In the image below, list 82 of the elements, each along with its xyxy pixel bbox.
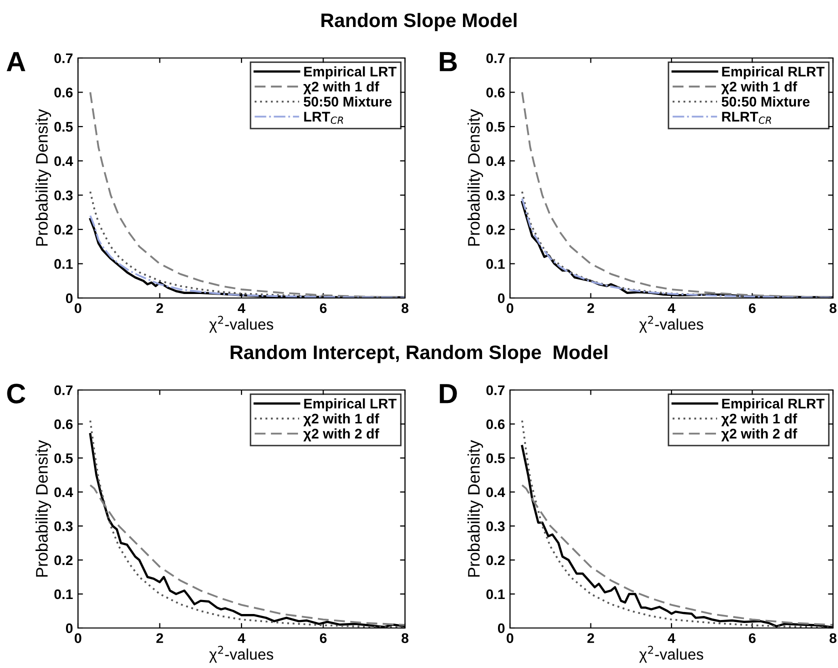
legend-label: RLRT$_{CR}$ bbox=[722, 112, 772, 124]
legend-label: χ2 with 1 df bbox=[303, 81, 380, 94]
line-series bbox=[521, 484, 833, 626]
y-tick-label: 0.5 bbox=[486, 453, 505, 464]
legend-label: Empirical LRT bbox=[304, 66, 397, 80]
x-tick-label: 0 bbox=[506, 633, 514, 644]
legend-label: Empirical RLRT bbox=[722, 66, 825, 80]
y-axis-title: Probability Density bbox=[36, 109, 52, 246]
x-tick-label: 2 bbox=[587, 633, 594, 643]
y-tick-label: 0.5 bbox=[54, 122, 73, 132]
y-tick-label: 0.3 bbox=[486, 521, 505, 532]
legend-label: 50:50 Mixture bbox=[722, 96, 810, 107]
y-tick-label: 0.7 bbox=[486, 53, 505, 64]
x-tick-label: 0 bbox=[74, 303, 82, 314]
x-tick-label: 6 bbox=[748, 303, 756, 314]
x-tick-label: 6 bbox=[320, 303, 327, 314]
y-tick-label: 0 bbox=[498, 623, 505, 634]
legend-label: χ2 with 2 df bbox=[303, 428, 380, 442]
x-axis-title: χ$^{2}$-values bbox=[639, 316, 704, 333]
x-tick-label: 0 bbox=[74, 633, 82, 644]
x-tick-label: 6 bbox=[320, 633, 327, 644]
chart-title: D bbox=[440, 384, 457, 404]
text: Random Intercept, Random Slope Model bbox=[230, 344, 608, 364]
y-tick-label: 0.7 bbox=[54, 53, 73, 64]
y-tick-label: 0.4 bbox=[54, 156, 74, 166]
y-tick-label: 0 bbox=[66, 293, 73, 304]
y-tick-label: 0.4 bbox=[486, 487, 506, 498]
text: Random Slope Model bbox=[321, 12, 516, 32]
chart-title: B bbox=[440, 52, 457, 72]
chart-title: A bbox=[6, 52, 26, 72]
legend-label: Empirical RLRT bbox=[722, 398, 825, 412]
x-tick-label: 8 bbox=[830, 303, 836, 314]
y-tick-label: 0.1 bbox=[486, 259, 505, 269]
x-tick-label: 6 bbox=[748, 633, 756, 644]
y-tick-label: 0.6 bbox=[54, 419, 73, 430]
x-tick-label: 8 bbox=[402, 303, 408, 314]
y-tick-label: 0.3 bbox=[486, 190, 505, 200]
y-tick-label: 0.6 bbox=[486, 419, 505, 430]
x-axis-title: χ$^{2}$-values bbox=[209, 646, 274, 663]
x-tick-label: 4 bbox=[668, 303, 676, 313]
y-tick-label: 0.7 bbox=[54, 385, 73, 396]
y-tick-label: 0.1 bbox=[486, 589, 505, 600]
x-tick-label: 2 bbox=[156, 633, 164, 643]
x-tick-label: 8 bbox=[830, 633, 836, 644]
y-tick-label: 0.2 bbox=[54, 224, 73, 235]
legend-label: χ2 with 2 df bbox=[721, 428, 798, 442]
y-tick-label: 0.5 bbox=[486, 122, 505, 132]
y-tick-label: 0.1 bbox=[54, 259, 73, 269]
y-tick-label: 0.2 bbox=[486, 224, 505, 235]
y-tick-label: 0.2 bbox=[54, 555, 73, 566]
x-axis-title: χ$^{2}$-values bbox=[639, 646, 704, 663]
chart-title: C bbox=[7, 384, 26, 404]
line-series bbox=[89, 484, 405, 626]
y-tick-label: 0.5 bbox=[54, 453, 73, 464]
y-tick-label: 0.7 bbox=[486, 385, 505, 396]
x-tick-label: 4 bbox=[238, 633, 246, 643]
y-tick-label: 0.6 bbox=[486, 88, 505, 98]
legend-label: 50:50 Mixture bbox=[304, 96, 392, 107]
y-tick-label: 0.4 bbox=[54, 487, 74, 498]
x-tick-label: 8 bbox=[402, 633, 408, 644]
y-tick-label: 0.6 bbox=[54, 88, 73, 98]
x-tick-label: 4 bbox=[238, 303, 246, 313]
y-tick-label: 0.2 bbox=[486, 555, 505, 566]
y-axis-title: Probability Density bbox=[36, 440, 52, 577]
x-tick-label: 4 bbox=[668, 633, 676, 643]
y-tick-label: 0.4 bbox=[486, 156, 506, 166]
y-axis-title: Probability Density bbox=[468, 109, 484, 246]
legend-label: Empirical LRT bbox=[304, 398, 397, 412]
legend-label: LRT$_{CR}$ bbox=[304, 112, 344, 124]
x-tick-label: 2 bbox=[587, 303, 594, 313]
y-tick-label: 0.1 bbox=[54, 589, 73, 600]
x-tick-label: 0 bbox=[506, 303, 514, 314]
y-tick-label: 0.3 bbox=[54, 521, 73, 532]
legend-label: χ2 with 1 df bbox=[303, 413, 380, 426]
y-tick-label: 0.3 bbox=[54, 190, 73, 200]
x-axis-title: χ$^{2}$-values bbox=[209, 316, 274, 333]
legend-label: χ2 with 1 df bbox=[721, 81, 798, 94]
y-axis-title: Probability Density bbox=[468, 440, 484, 577]
y-tick-label: 0 bbox=[66, 623, 73, 634]
x-tick-label: 2 bbox=[156, 303, 164, 313]
y-tick-label: 0 bbox=[498, 293, 505, 304]
legend-label: χ2 with 1 df bbox=[721, 413, 798, 426]
